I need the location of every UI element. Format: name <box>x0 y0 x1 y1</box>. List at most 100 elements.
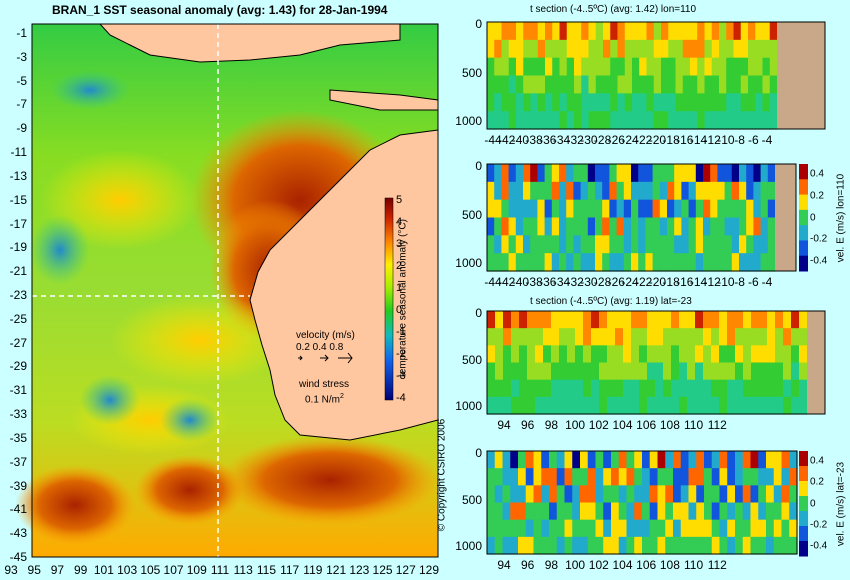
lon-tick: 103 <box>117 563 138 577</box>
section-cell <box>523 217 531 236</box>
section-cell <box>733 57 742 77</box>
section-colorbar-step <box>799 194 808 211</box>
section-cell <box>530 235 538 254</box>
section-cell <box>587 485 597 504</box>
section-cell <box>510 502 519 521</box>
section-cell <box>530 39 539 59</box>
section-cell <box>661 93 669 112</box>
section-cell <box>580 468 589 486</box>
section-cell <box>696 536 705 555</box>
section-cell <box>696 519 705 538</box>
section-cell <box>494 39 503 59</box>
section-cell <box>495 396 504 415</box>
section-cell <box>533 519 542 538</box>
section-cell <box>494 485 504 504</box>
section-cell <box>696 502 705 521</box>
wind-scale: 0.1 N/m2 <box>305 393 344 406</box>
section-cell <box>639 93 648 112</box>
section-cell <box>617 22 626 41</box>
section-cell <box>631 345 640 364</box>
section-cell <box>508 22 517 41</box>
section-cell <box>742 468 752 486</box>
section-cell <box>602 181 610 201</box>
section-cell <box>525 519 535 538</box>
section-cell <box>551 181 560 201</box>
section-cell <box>618 451 628 469</box>
section-cell <box>617 93 626 112</box>
section-cell <box>767 396 776 415</box>
lon-tick: 123 <box>349 563 370 577</box>
section-cell <box>645 181 654 201</box>
section-cell <box>518 468 527 486</box>
section-cell <box>671 379 680 398</box>
section-cell <box>695 345 704 364</box>
section-panel-1[interactable] <box>486 21 826 130</box>
section-cell <box>503 345 512 364</box>
section-panel-4[interactable] <box>486 450 808 557</box>
section-cell <box>727 362 736 381</box>
section-cell <box>639 396 648 415</box>
section-x-tick: -44 <box>484 275 502 289</box>
section-cell <box>674 199 682 219</box>
section-cell <box>487 181 495 201</box>
section-cell <box>746 181 754 201</box>
section-panel-3[interactable] <box>486 310 826 415</box>
section-x-tick: -26 <box>607 133 625 147</box>
section-cell <box>704 75 713 94</box>
section-cell <box>735 328 744 346</box>
section-cell <box>755 22 764 41</box>
section-cell <box>487 235 495 254</box>
section-cell <box>726 93 735 112</box>
colorbar-tick: -4 <box>396 392 406 404</box>
section-cell <box>587 536 597 555</box>
section-cell <box>487 328 496 346</box>
section-cell <box>537 253 546 272</box>
section-y-tick: 1000 <box>455 539 482 553</box>
section-cell <box>544 164 553 183</box>
section-x-tick: -32 <box>566 275 584 289</box>
section-cell <box>783 311 792 329</box>
lat-tick: -15 <box>9 192 27 207</box>
section-cell <box>646 111 655 130</box>
section-cell <box>704 485 713 504</box>
section-cell <box>543 311 552 329</box>
section-cell <box>731 235 740 254</box>
section-cell <box>762 39 771 59</box>
section-cell <box>494 22 503 41</box>
section-panel-2[interactable] <box>486 163 808 272</box>
section-cell <box>688 468 697 486</box>
section-cell <box>575 396 584 415</box>
section-cell <box>703 379 712 398</box>
section-cell <box>515 164 524 183</box>
section-cell <box>748 111 756 130</box>
section-cell <box>559 181 567 201</box>
section-cell <box>645 199 654 219</box>
section-cell <box>767 311 776 329</box>
section-cell <box>634 519 643 538</box>
section-cell <box>518 519 527 538</box>
section-cell <box>573 164 582 183</box>
section-cell <box>595 502 604 521</box>
section-cell <box>501 57 510 77</box>
section-cell <box>724 199 733 219</box>
section-cell <box>508 217 517 236</box>
section-cell <box>657 451 666 469</box>
section-cell <box>719 485 728 504</box>
section-cell <box>626 519 635 538</box>
section-cell <box>581 75 590 94</box>
section-cell <box>639 57 648 77</box>
section-cell <box>533 468 542 486</box>
section-cell <box>556 451 566 469</box>
section-cell <box>487 164 495 183</box>
section-cell <box>610 57 619 77</box>
section-cell <box>751 328 760 346</box>
section-cell <box>639 311 648 329</box>
section-cell <box>731 253 740 272</box>
section-cell <box>758 468 767 486</box>
section-cell <box>541 536 550 555</box>
section-cell <box>688 502 697 521</box>
section-cell <box>581 93 590 112</box>
section-cell <box>661 111 669 130</box>
section-cell <box>495 345 504 364</box>
